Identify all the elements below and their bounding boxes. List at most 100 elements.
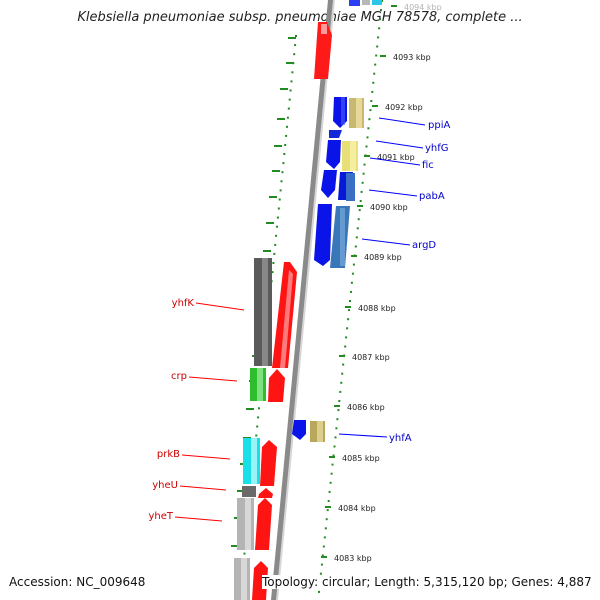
ruler-tick [257, 416, 260, 419]
ruler-tick [288, 98, 291, 101]
gene-top-gray[interactable] [362, 0, 370, 5]
ruler-tick [358, 209, 361, 212]
ruler-tick [336, 418, 339, 421]
ruler-tick [283, 153, 286, 155]
ruler-tick [327, 500, 330, 502]
ruler-tick [323, 536, 326, 539]
ruler-tick [372, 81, 375, 84]
ruler-tick [258, 407, 260, 410]
gene-top-cyan[interactable] [372, 0, 382, 5]
gene-pabA-left[interactable] [321, 170, 337, 198]
ruler-tick [337, 409, 340, 412]
ruler-tick [275, 234, 278, 237]
kbp-label: 4086 kbp [347, 403, 385, 412]
gene-ppiA-neighbor-shade [356, 98, 362, 128]
gene-fic-neighbor-shade [350, 141, 356, 171]
ruler-tick [380, 9, 382, 12]
gene-bottom-red[interactable] [252, 561, 268, 600]
ruler-tick [335, 427, 338, 430]
gene-labels: ppiA yhfG fic pabA argD yhfA yhfK crp prkB yheU yh… [148, 117, 450, 522]
ruler-tick [322, 545, 325, 548]
label-leader-line [181, 454, 231, 460]
kbp-tick [329, 456, 335, 458]
ruler-tick [348, 309, 350, 312]
ruler-tick [365, 145, 368, 148]
ruler-tick [289, 89, 292, 92]
gene-label-yhfG[interactable]: yhfG [425, 143, 449, 154]
kbp-labels: 4094 kbp 4093 kbp 4092 kbp 4091 kbp 4090 kbp… [321, 3, 442, 563]
gene-prkB-neighbor[interactable] [260, 440, 277, 486]
gene-label-yhfA[interactable]: yhfA [389, 433, 412, 444]
ruler-tick [361, 181, 364, 184]
kbp-label: 4088 kbp [358, 304, 396, 313]
kbp-tick [357, 205, 363, 207]
ruler-tick [362, 172, 365, 175]
ruler-tick [325, 518, 328, 521]
ruler-tick [352, 263, 355, 266]
kbp-label: 4085 kbp [342, 454, 380, 463]
ruler-major-tick [277, 118, 285, 120]
ruler-tick [355, 236, 358, 239]
ruler-tick [377, 36, 380, 39]
ruler-tick [290, 80, 293, 83]
ruler-major-tick [280, 88, 288, 90]
ruler-major-tick [246, 408, 254, 410]
gene-yhfA[interactable] [292, 420, 306, 440]
gene-pabA-shade[interactable] [346, 173, 355, 201]
gene-argD[interactable] [314, 204, 332, 266]
gene-yhfG[interactable] [329, 130, 342, 138]
ruler-tick [373, 72, 376, 75]
kbp-tick [364, 155, 370, 157]
ruler-tick [356, 227, 359, 230]
gene-label-argD[interactable]: argD [412, 240, 436, 251]
gene-label-crp[interactable]: crp [171, 371, 187, 382]
map-title: Klebsiella pneumoniae subsp. pneumoniae … [77, 10, 523, 25]
ruler-major-tick [266, 222, 274, 224]
gene-top-red[interactable] [314, 22, 332, 79]
ruler-tick [326, 509, 329, 512]
ruler-tick [347, 318, 350, 321]
gene-label-yheU[interactable]: yheU [152, 480, 178, 491]
ruler-tick [346, 327, 349, 330]
ruler-tick [286, 125, 288, 128]
ruler-tick [328, 490, 331, 493]
ruler-tick [357, 218, 360, 221]
gene-top-blue[interactable] [349, 0, 360, 6]
label-leader-line [179, 485, 227, 491]
ruler-tick [368, 118, 371, 121]
label-leader-line [195, 302, 245, 311]
gene-yheU-neighbor[interactable] [258, 488, 273, 498]
kbp-tick [334, 405, 340, 407]
gene-fic[interactable] [326, 140, 341, 169]
gene-label-fic[interactable]: fic [422, 160, 434, 171]
gene-label-pabA[interactable]: pabA [419, 191, 445, 202]
gene-yheT-neighbor[interactable] [255, 498, 272, 550]
gene-yheU[interactable] [242, 486, 256, 497]
ruler-tick [329, 481, 332, 484]
ruler-tick [286, 116, 289, 119]
kbp-label: 4084 kbp [338, 504, 376, 513]
ruler-tick [293, 53, 296, 56]
ruler-tick [379, 18, 382, 21]
gene-yhfK-shade [262, 258, 268, 366]
gene-label-prkB[interactable]: prkB [157, 449, 180, 460]
gene-crp-neighbor[interactable] [268, 369, 285, 402]
ruler-tick [369, 109, 372, 112]
gene-label-yhfK[interactable]: yhfK [172, 298, 195, 309]
gene-crp-shade [257, 368, 263, 401]
kbp-tick [321, 556, 327, 558]
ruler-tick [350, 290, 352, 293]
ruler-major-tick [274, 145, 282, 147]
ruler-tick [375, 54, 378, 57]
ruler-major-tick [286, 62, 294, 64]
kbp-tick [380, 55, 386, 57]
ruler-tick [280, 180, 283, 183]
ruler-tick [363, 163, 366, 166]
ruler-tick [291, 71, 294, 74]
ruler-tick [338, 400, 341, 402]
gene-label-ppiA[interactable]: ppiA [428, 120, 450, 131]
gene-label-yheT[interactable]: yheT [148, 511, 173, 522]
ruler-major-tick [272, 170, 280, 172]
ruler-tick [287, 107, 290, 110]
